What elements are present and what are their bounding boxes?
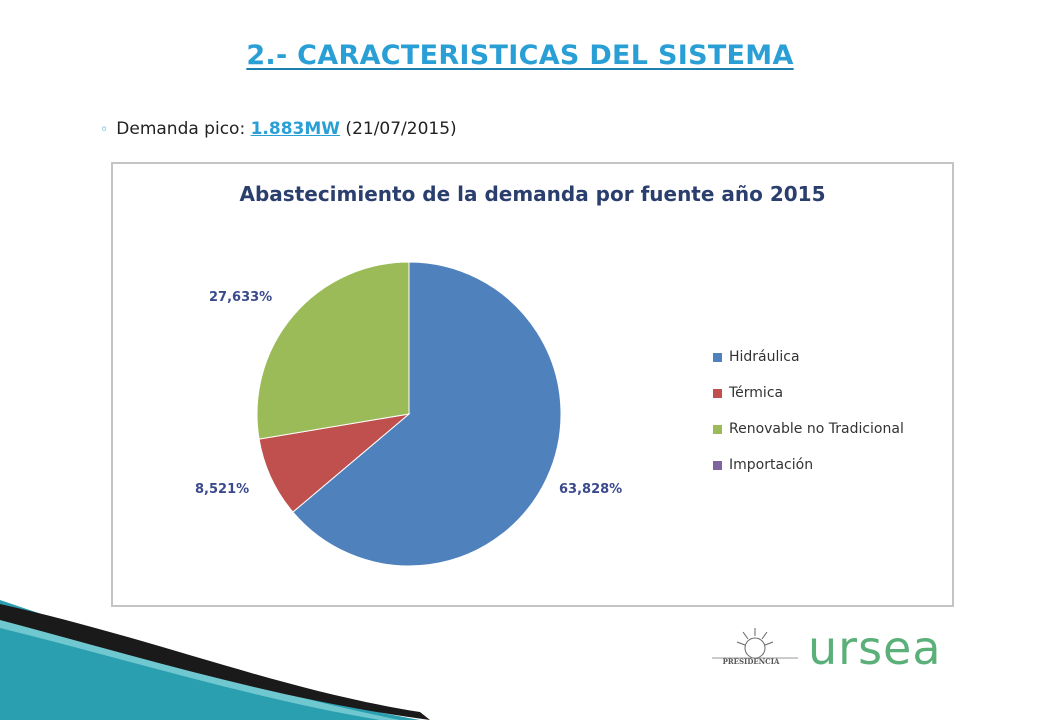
- legend-swatch: [713, 424, 722, 434]
- peak-demand-link[interactable]: 1.883MW: [250, 119, 341, 139]
- legend-label: Térmica: [729, 385, 784, 401]
- peak-demand-date: (21/07/2015): [340, 119, 457, 139]
- chart-frame: Abastecimiento de la demanda por fuente …: [111, 162, 954, 607]
- peak-demand-line: ◦ Demanda pico: 1.883MW (21/07/2015): [100, 119, 457, 139]
- presidencia-seal-icon: [712, 628, 798, 659]
- data-label-t-rmica: 8,521%: [195, 482, 250, 497]
- chart-legend: Hidráulica Térmica Renovable no Tradiciona…: [713, 348, 904, 492]
- legend-item: Renovable no Tradicional: [713, 420, 904, 438]
- legend-label: Importación: [729, 457, 814, 473]
- legend-swatch: [713, 460, 722, 470]
- data-label-renovable-no-tradicional: 27,633%: [209, 290, 273, 305]
- bullet-circle-icon: ◦: [100, 122, 109, 138]
- pie-chart: [256, 261, 562, 567]
- data-label-hidr-ulica: 63,828%: [559, 482, 623, 497]
- pie-slice-renovable-no-tradicional: [256, 261, 410, 440]
- legend-label: Renovable no Tradicional: [729, 421, 904, 437]
- seal-caption: PRESIDENCIA: [722, 657, 780, 666]
- peak-demand-label: Demanda pico:: [116, 119, 251, 139]
- brand-wordmark: ursea: [808, 621, 942, 675]
- legend-swatch: [713, 388, 722, 398]
- chart-title: Abastecimiento de la demanda por fuente …: [239, 182, 826, 206]
- pie-slice-hidr-ulica: [292, 261, 562, 567]
- legend-item: Térmica: [713, 384, 904, 402]
- legend-label: Hidráulica: [729, 349, 800, 365]
- ursea-logo: [710, 622, 990, 682]
- legend-item: Hidráulica: [713, 348, 904, 366]
- slide-title: 2.- CARACTERISTICAS DEL SISTEMA: [246, 40, 794, 71]
- legend-swatch: [713, 352, 722, 362]
- legend-item: Importación: [713, 456, 904, 474]
